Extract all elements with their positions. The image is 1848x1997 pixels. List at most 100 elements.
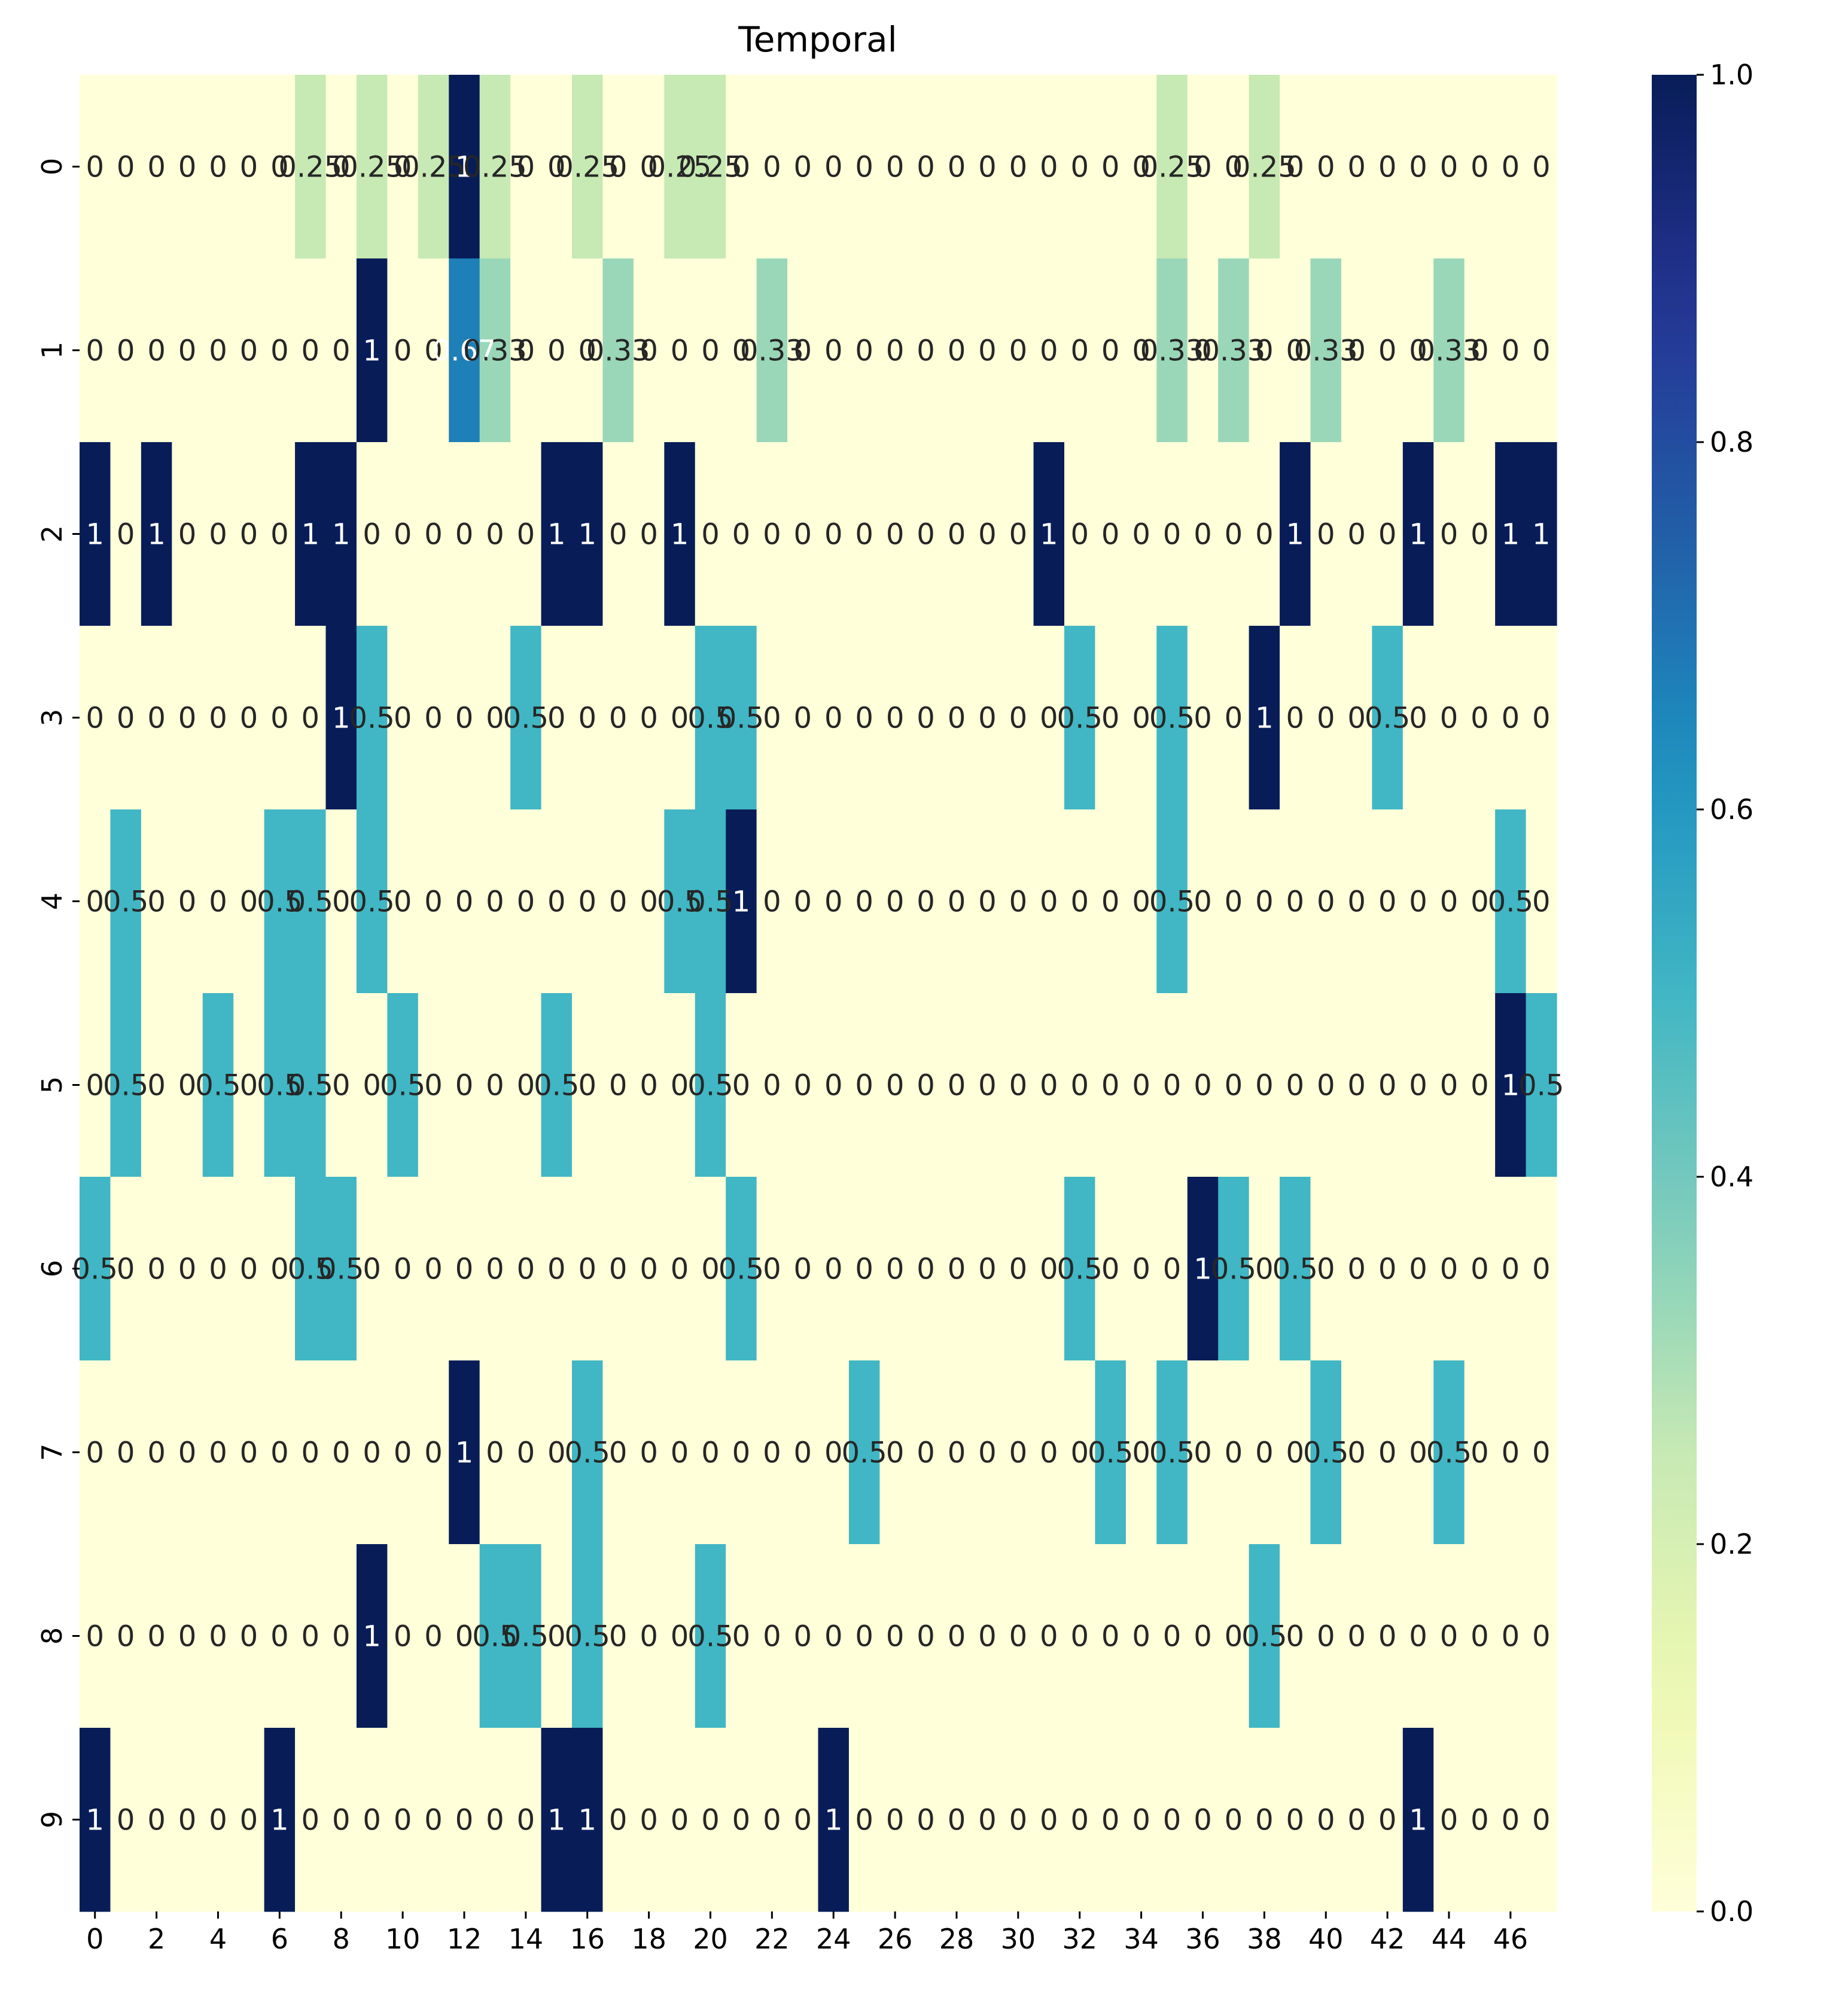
heatmap-cell [1095, 1544, 1127, 1728]
cell-label: 0 [240, 151, 258, 184]
cell-label: 0 [424, 1436, 443, 1470]
heatmap-cell [510, 75, 542, 259]
heatmap-cell [818, 1728, 850, 1912]
cell-label: 0 [732, 151, 751, 184]
cell-label: 0 [1101, 1253, 1120, 1286]
heatmap-cell [80, 993, 111, 1177]
heatmap-cell [110, 258, 142, 443]
cell-label: 0 [609, 1069, 628, 1103]
x-tick-label: 30 [1001, 1923, 1036, 1955]
heatmap-cell [1464, 442, 1496, 626]
cell-label: 0 [486, 518, 504, 552]
heatmap-cell [387, 258, 419, 443]
cell-label: 0 [86, 151, 104, 184]
cell-label: 0 [486, 1436, 504, 1470]
cell-label: 0 [640, 151, 658, 184]
heatmap-cell [572, 993, 604, 1177]
cell-label: 0 [1532, 151, 1551, 184]
y-tick-label: 0 [36, 158, 68, 175]
heatmap-cell [818, 1360, 850, 1545]
cell-label: 0 [1378, 1620, 1397, 1654]
cell-label: 0 [1286, 1436, 1305, 1470]
cell-label: 0 [1347, 1436, 1366, 1470]
cell-label: 0 [948, 1253, 966, 1286]
heatmap-cell [1433, 258, 1465, 443]
x-tick-label: 34 [1124, 1923, 1159, 1955]
cell-label: 0 [1317, 1804, 1335, 1837]
heatmap-cell [1156, 75, 1188, 259]
cell-label: 0 [86, 1069, 104, 1103]
colorbar-tick-label: 0.6 [1710, 793, 1753, 826]
heatmap-cell [264, 1544, 296, 1728]
cell-label: 0.33 [1417, 334, 1481, 368]
cell-label: 1 [363, 1620, 381, 1654]
heatmap-cell [510, 626, 542, 810]
heatmap-cell [818, 75, 850, 259]
heatmap-cell [1280, 442, 1311, 626]
heatmap-cell [602, 1360, 634, 1545]
heatmap-cell [910, 1177, 942, 1361]
heatmap-cell [1310, 1544, 1342, 1728]
cell-label: 0 [178, 702, 197, 735]
heatmap-cell [1433, 993, 1465, 1177]
heatmap-cell [848, 442, 880, 626]
cell-label: 0 [424, 702, 443, 735]
heatmap-cell [1033, 809, 1065, 994]
cell-label: 0 [1347, 1620, 1366, 1654]
heatmap-cell [1280, 809, 1311, 994]
heatmap-cell [541, 258, 573, 443]
cell-label: 0 [948, 1620, 966, 1654]
heatmap-cell [1125, 993, 1157, 1177]
heatmap-cell [233, 1728, 265, 1912]
cell-label: 0 [240, 1253, 258, 1286]
cell-label: 0 [1317, 518, 1335, 552]
cell-label: 0 [1409, 334, 1427, 368]
heatmap-cell [972, 442, 1003, 626]
heatmap-cell [941, 442, 973, 626]
cell-label: 0 [701, 334, 720, 368]
heatmap-cell [633, 1728, 665, 1912]
heatmap-cell [541, 442, 573, 626]
heatmap-cell [572, 1177, 604, 1361]
cell-label: 0 [1070, 1620, 1089, 1654]
cell-label: 0 [117, 702, 135, 735]
cell-label: 0 [1471, 518, 1489, 552]
heatmap-cell [848, 809, 880, 994]
heatmap-cell [756, 442, 788, 626]
cell-label: 0 [209, 1436, 227, 1470]
cell-label: 0 [240, 1436, 258, 1470]
cell-label: 0 [117, 151, 135, 184]
cell-label: 0 [1532, 334, 1551, 368]
heatmap-cell [695, 1177, 726, 1361]
heatmap-cell [1125, 1360, 1157, 1545]
cell-label: 0 [517, 1436, 535, 1470]
heatmap-cell [1433, 809, 1465, 994]
cell-label: 0 [86, 1436, 104, 1470]
heatmap-cell [1402, 993, 1434, 1177]
cell-label: 0 [1070, 1436, 1089, 1470]
cell-label: 0 [1040, 885, 1058, 919]
cell-label: 0 [302, 1804, 320, 1837]
heatmap-cell [449, 809, 480, 994]
heatmap-cell [1003, 1177, 1034, 1361]
cell-label: 0 [178, 334, 197, 368]
heatmap-cell [510, 1544, 542, 1728]
cell-label: 0.5 [1241, 1620, 1287, 1654]
heatmap-cell [756, 1177, 788, 1361]
heatmap-cell [910, 809, 942, 994]
cell-label: 0 [640, 702, 658, 735]
heatmap-cell [1310, 626, 1342, 810]
heatmap-cell [787, 993, 819, 1177]
heatmap-cell [572, 626, 604, 810]
cell-label: 0 [1255, 885, 1274, 919]
heatmap-cell [910, 1360, 942, 1545]
heatmap-cell [941, 75, 973, 259]
cell-label: 0 [1101, 1069, 1120, 1103]
heatmap-cell [633, 1177, 665, 1361]
heatmap-cell [325, 75, 357, 259]
cell-label: 0 [332, 885, 351, 919]
cell-label: 0 [117, 1620, 135, 1654]
heatmap-cell [726, 1177, 757, 1361]
heatmap-cell [541, 1544, 573, 1728]
cell-label: 1 [302, 518, 320, 552]
